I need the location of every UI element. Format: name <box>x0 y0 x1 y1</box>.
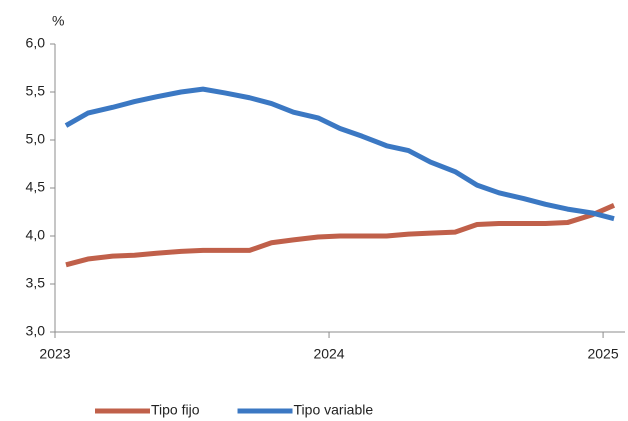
y-tick-label: 4,5 <box>26 179 46 195</box>
y-tick-label: 3,0 <box>26 323 46 339</box>
legend-label: Tipo variable <box>294 402 374 418</box>
x-tick-label: 2025 <box>587 346 618 362</box>
series-line <box>65 202 616 268</box>
series-line <box>64 86 615 222</box>
y-tick-label: 5,5 <box>26 83 46 99</box>
y-tick-label: 3,5 <box>26 275 46 291</box>
x-tick-label: 2023 <box>39 346 70 362</box>
legend-label: Tipo fijo <box>151 402 200 418</box>
x-tick-label: 2024 <box>313 346 344 362</box>
y-tick-label: 5,0 <box>26 131 46 147</box>
y-axis-label: % <box>52 13 64 29</box>
y-tick-label: 6,0 <box>26 35 46 51</box>
y-tick-label: 4,0 <box>26 227 46 243</box>
